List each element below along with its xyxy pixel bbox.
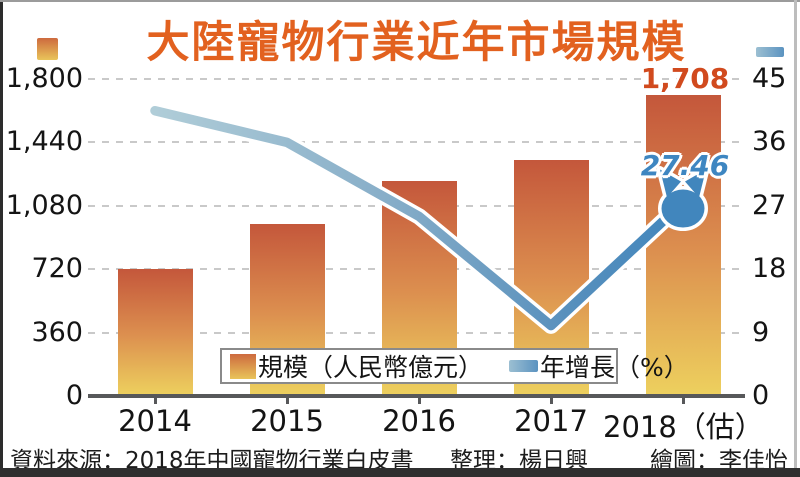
right-axis-unit-marker-icon	[756, 47, 784, 57]
right-axis-tick-label: 18	[752, 253, 787, 285]
line-series-swatch-icon	[509, 360, 539, 372]
page-top-border	[0, 0, 800, 2]
line-value-label: 27.46	[640, 148, 730, 182]
left-axis-tick-label: 0	[65, 380, 83, 411]
left-axis-tick-label: 1,440	[5, 126, 83, 158]
left-axis-tick-label: 1,800	[5, 63, 83, 94]
page-bottom-border	[0, 468, 800, 477]
left-axis-tick-label: 360	[31, 316, 83, 348]
left-axis-unit-marker-icon	[37, 38, 58, 60]
page-right-border	[794, 0, 797, 468]
gridline	[88, 78, 745, 80]
bar-2014	[117, 269, 193, 395]
cat-head-icon	[656, 166, 710, 232]
right-axis-tick-label: 0	[752, 380, 770, 411]
x-axis-label-2016: 2016	[382, 404, 456, 438]
bar-series-legend-label: 規模（人民幣億元）	[258, 353, 484, 382]
gridline	[88, 141, 745, 144]
x-axis-label-2018（估）: 2018（估）	[603, 410, 764, 444]
x-axis-label-2017: 2017	[514, 404, 588, 438]
left-axis-tick-label: 1,080	[5, 189, 83, 221]
page-left-border	[0, 0, 3, 477]
growth-line	[150, 105, 688, 331]
right-axis-tick-label: 27	[752, 189, 787, 221]
x-axis-label-2015: 2015	[250, 404, 324, 438]
line-series-legend-label: 年增長（%）	[540, 353, 689, 382]
x-axis-tick	[549, 397, 553, 404]
chart-title: 大陸寵物行業近年市場規模	[146, 18, 687, 68]
bar-value-label: 1,708	[640, 62, 730, 96]
x-axis-tick	[681, 397, 685, 404]
right-axis-tick-label: 36	[752, 126, 787, 158]
left-axis-tick-label: 720	[31, 253, 83, 285]
bar-2018（估）	[645, 95, 721, 395]
legend: 規模（人民幣億元） 年增長（%）	[220, 348, 689, 384]
bar-series-swatch-icon	[230, 353, 256, 379]
x-axis-label-2014: 2014	[118, 404, 192, 438]
right-axis-tick-label: 45	[752, 63, 787, 94]
x-axis-tick	[285, 397, 289, 404]
right-axis-tick-label: 9	[752, 316, 770, 348]
x-axis-tick	[153, 397, 157, 404]
x-axis-tick	[417, 397, 421, 404]
x-axis-baseline	[88, 394, 745, 398]
